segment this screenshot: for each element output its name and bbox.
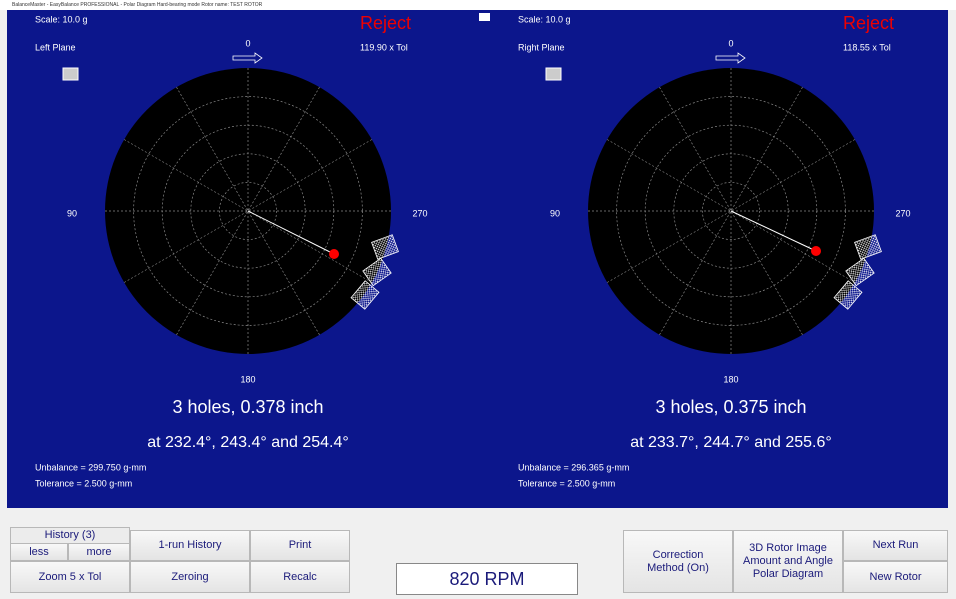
rpm-display: 820 RPM (396, 563, 578, 595)
history-label: History (3) (44, 529, 96, 541)
status-label: Reject (360, 13, 411, 33)
unbalance-point (811, 246, 821, 256)
tolerance-ratio: 119.90 x Tol (360, 42, 408, 52)
plane-icon (545, 67, 562, 81)
angle-label-top: 0 (245, 38, 250, 48)
tolerance-text: Tolerance = 2.500 g-mm (518, 478, 615, 488)
correction-weight (350, 280, 380, 310)
zoom-button[interactable]: Zoom 5 x Tol (10, 561, 130, 593)
rotor-image-button[interactable]: 3D Rotor Image Amount and Angle Polar Di… (733, 530, 843, 593)
plane-name: Left Plane (35, 42, 76, 52)
angle-label-top: 0 (728, 38, 733, 48)
direction-arrow (715, 52, 746, 64)
direction-arrow (232, 52, 263, 64)
plane: Scale: 10.0 g Reject Right Plane 118.55 x T… (518, 13, 911, 489)
angle-label-bottom: 180 (240, 374, 255, 384)
scale-label: Scale: 10.0 g (518, 14, 571, 24)
correction-button[interactable]: Correction Method (On) (623, 530, 733, 593)
angle-label-right: 270 (895, 208, 910, 218)
print-button[interactable]: Print (250, 530, 350, 561)
unbalance-point (329, 249, 339, 259)
unbalance-text: Unbalance = 296.365 g-mm (518, 462, 629, 472)
next-run-button[interactable]: Next Run (843, 530, 948, 561)
angle-label-left: 90 (550, 208, 560, 218)
angles-text: at 233.7°, 244.7° and 255.6° (630, 434, 832, 451)
plane-name: Right Plane (518, 42, 565, 52)
correction-weight (845, 257, 875, 287)
status-label: Reject (843, 13, 894, 33)
plane-icon (62, 67, 79, 81)
angle-label-bottom: 180 (723, 374, 738, 384)
angle-label-right: 270 (412, 208, 427, 218)
holes-text: 3 holes, 0.378 inch (172, 397, 323, 417)
more-button[interactable]: more (68, 543, 130, 561)
tolerance-ratio: 118.55 x Tol (843, 42, 891, 52)
correction-weight (362, 257, 392, 287)
unbalance-text: Unbalance = 299.750 g-mm (35, 462, 146, 472)
correction-weight (833, 280, 863, 310)
recalc-button[interactable]: Recalc (250, 561, 350, 593)
one-run-history-button[interactable]: 1-run History (130, 530, 250, 561)
tolerance-text: Tolerance = 2.500 g-mm (35, 478, 132, 488)
correction-weight (854, 234, 882, 260)
polar-ring (219, 182, 277, 240)
holes-text: 3 holes, 0.375 inch (655, 397, 806, 417)
plane: Scale: 10.0 g Reject Left Plane 119.90 x To… (35, 13, 428, 489)
title-bar: BalanceMaster - EasyBalance PROFESSIONAL… (0, 0, 956, 10)
scale-label: Scale: 10.0 g (35, 14, 88, 24)
zeroing-button[interactable]: Zeroing (130, 561, 250, 593)
correction-weight (371, 234, 399, 260)
angles-text: at 232.4°, 243.4° and 254.4° (147, 434, 349, 451)
polar-panel: Scale: 10.0 g Reject Left Plane 119.90 x To… (7, 10, 948, 508)
unbalance-vector (730, 210, 817, 252)
angle-label-left: 90 (67, 208, 77, 218)
save-icon[interactable] (479, 13, 490, 21)
less-button[interactable]: less (10, 543, 68, 561)
new-rotor-button[interactable]: New Rotor (843, 561, 948, 593)
unbalance-vector (247, 210, 335, 255)
polar-ring (702, 182, 760, 240)
